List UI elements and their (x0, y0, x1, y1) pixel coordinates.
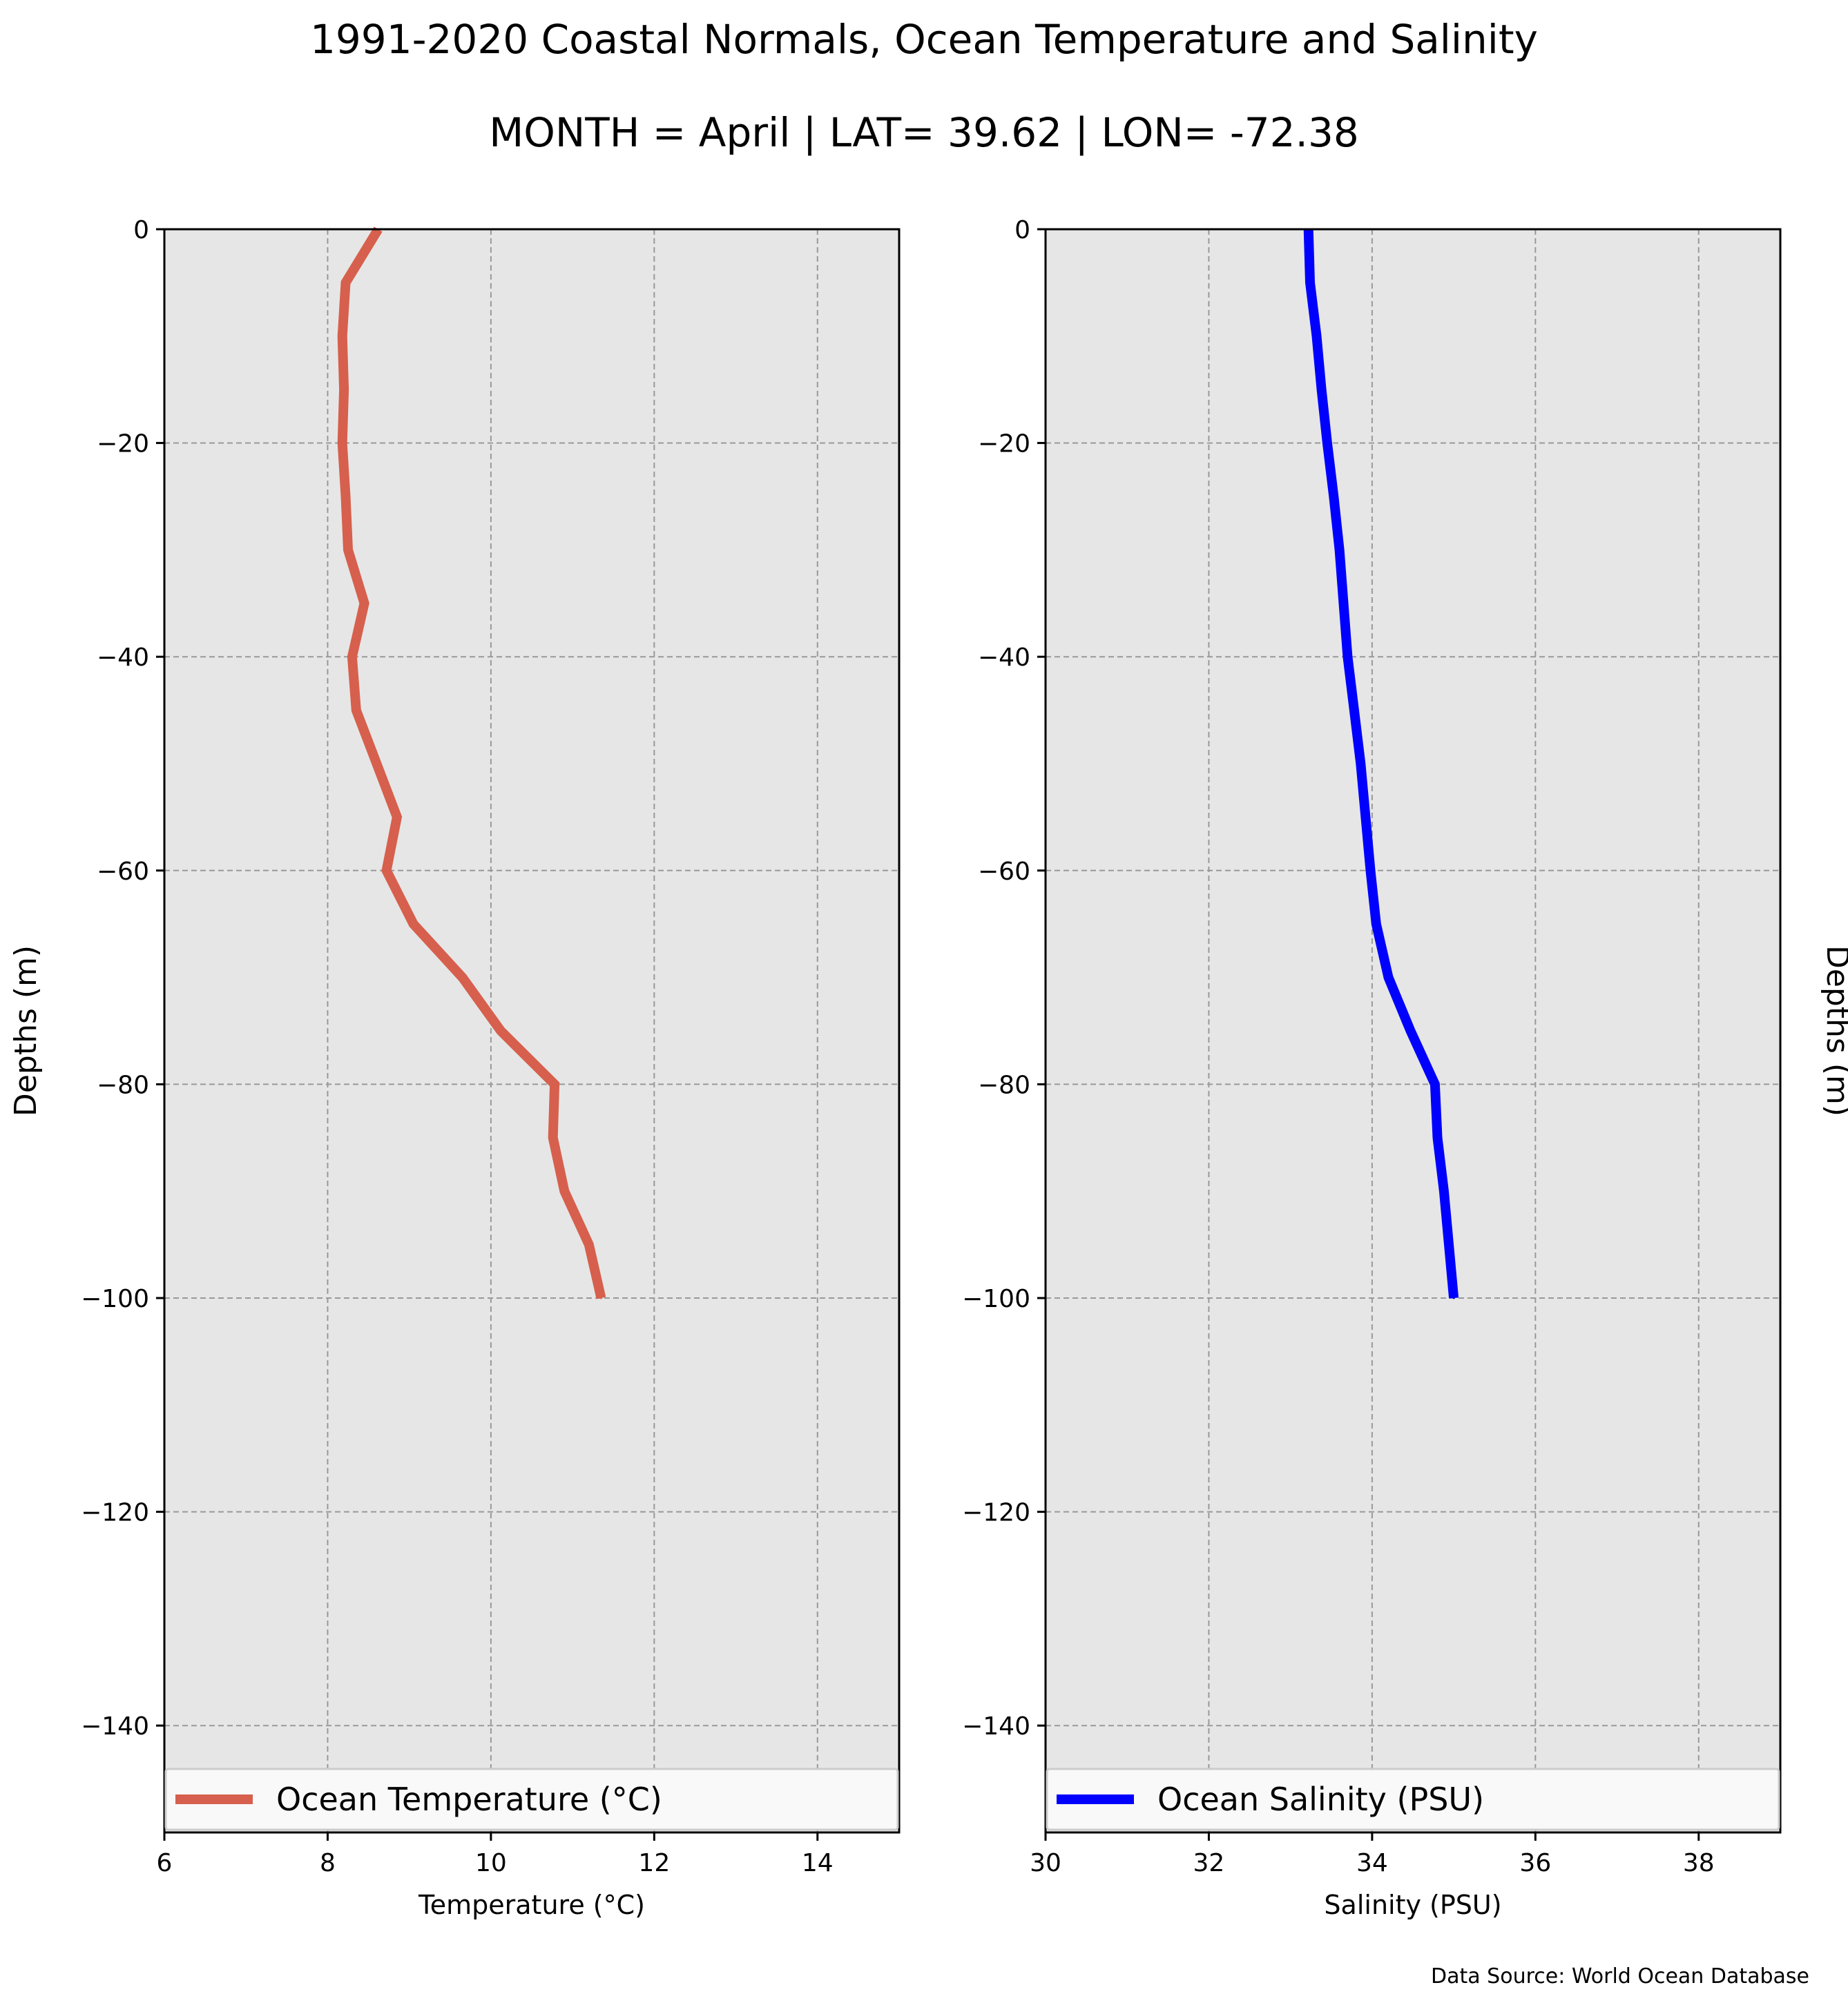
data-point (1364, 815, 1367, 818)
axes-frame (1044, 228, 1782, 1834)
y-tick-label: −120 (81, 1499, 149, 1527)
data-point (552, 1136, 555, 1139)
data-point (1359, 762, 1362, 765)
data-point (412, 922, 415, 925)
y-tick-label: −60 (97, 858, 149, 886)
data-point (553, 1083, 556, 1085)
x-tick-label: 14 (802, 1849, 834, 1877)
data-point (1342, 602, 1345, 605)
y-tick-label: −140 (81, 1712, 149, 1741)
data-point (1338, 548, 1341, 551)
y-tick-label: −100 (81, 1285, 149, 1313)
x-tick-label: 30 (1030, 1849, 1061, 1877)
data-point (1309, 281, 1311, 284)
chart-subtitle: MONTH = April | LAT= 39.62 | LON= -72.38 (489, 109, 1359, 156)
data-point (1434, 1083, 1436, 1085)
data-point (563, 1190, 566, 1192)
y-tick-label: −20 (97, 430, 149, 458)
plot-area (164, 229, 899, 1832)
y-tick-label: −60 (978, 858, 1030, 886)
data-point (499, 1029, 502, 1032)
data-point (1443, 1190, 1445, 1192)
data-point (344, 281, 347, 284)
x-tick-label: 32 (1193, 1849, 1225, 1877)
data-point (1326, 442, 1329, 445)
y-tick-label: −100 (962, 1285, 1030, 1313)
y-tick-label: 0 (133, 216, 149, 244)
data-point (347, 548, 349, 551)
legend: Ocean Temperature (°C) (164, 1768, 899, 1831)
data-point (1387, 976, 1390, 979)
data-point (343, 388, 345, 391)
y-axis-label: Depths (m) (8, 945, 44, 1116)
data-point (1409, 1029, 1412, 1032)
x-tick-label: 38 (1683, 1849, 1715, 1877)
data-point (1320, 388, 1323, 391)
data-point (461, 976, 464, 979)
x-tick-label: 10 (475, 1849, 507, 1877)
y-tick-label: 0 (1014, 216, 1030, 244)
chart-title: 1991-2020 Coastal Normals, Ocean Tempera… (310, 16, 1538, 63)
data-point (1346, 655, 1349, 658)
data-point (351, 655, 354, 658)
data-point (1353, 709, 1356, 712)
data-point (341, 442, 344, 445)
legend-label: Ocean Salinity (PSU) (1157, 1781, 1484, 1818)
data-point (1332, 495, 1335, 498)
chart-panel-1: 6 8 10 12 14 0 −20 −40 −60 −80 −100 −120 −140 Tempera… (8, 216, 901, 1920)
data-point (1436, 1136, 1438, 1139)
data-point (355, 709, 358, 712)
data-point (1369, 869, 1372, 872)
data-point (375, 762, 378, 765)
x-axis-label: Salinity (PSU) (1324, 1890, 1501, 1920)
y-tick-label: −80 (97, 1071, 149, 1099)
x-tick-label: 6 (157, 1849, 173, 1877)
legend-box (164, 1768, 899, 1831)
y-tick-label: −40 (978, 644, 1030, 672)
data-point (588, 1244, 590, 1246)
data-point (1452, 1297, 1455, 1299)
y-tick-label: −20 (978, 430, 1030, 458)
x-tick-label: 34 (1356, 1849, 1388, 1877)
chart-panel-2: 30 32 34 36 38 0 −20 −40 −60 −80 −100 −120 −140 Salin… (962, 216, 1848, 1920)
data-point (385, 869, 388, 872)
legend-label: Ocean Temperature (°C) (276, 1781, 662, 1818)
y-tick-label: −40 (97, 644, 149, 672)
data-point (1375, 922, 1378, 925)
y-tick-label: −80 (978, 1071, 1030, 1099)
x-tick-label: 36 (1519, 1849, 1551, 1877)
x-axis-label: Temperature (°C) (418, 1890, 645, 1920)
data-point (1447, 1244, 1450, 1246)
data-point (1315, 335, 1318, 338)
legend-box (1046, 1768, 1780, 1831)
data-point (344, 495, 347, 498)
y-axis-label: Depths (m) (1820, 945, 1848, 1116)
data-point (341, 335, 344, 338)
data-source-note: Data Source: World Ocean Database (1431, 1964, 1809, 1989)
legend: Ocean Salinity (PSU) (1046, 1768, 1780, 1831)
data-point (599, 1297, 602, 1299)
data-point (363, 602, 366, 605)
y-tick-label: −120 (962, 1499, 1030, 1527)
x-tick-label: 8 (320, 1849, 336, 1877)
x-tick-label: 12 (638, 1849, 670, 1877)
y-tick-label: −140 (962, 1712, 1030, 1741)
data-point (396, 815, 398, 818)
axes-frame (163, 228, 901, 1834)
